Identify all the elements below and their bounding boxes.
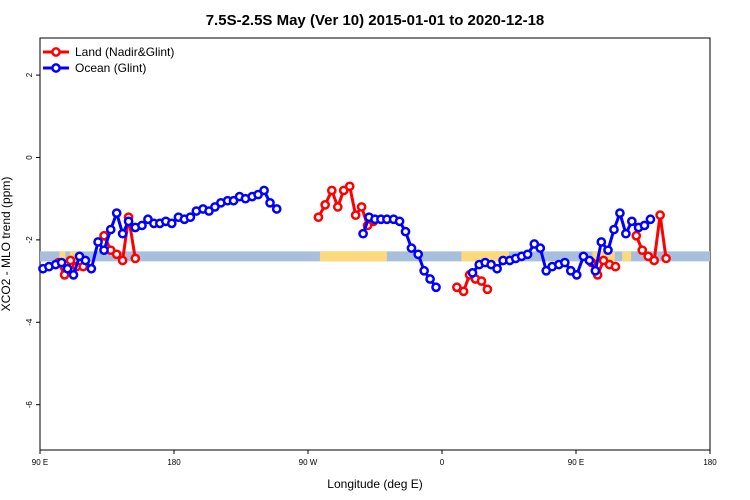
- series-1-point: [571, 270, 582, 280]
- series-1-point: [609, 224, 619, 235]
- series-1-point: [137, 220, 147, 231]
- series-1: [38, 185, 656, 293]
- x-tick-label: 180: [167, 458, 181, 467]
- surface-band-land-3: [461, 251, 509, 262]
- series-0-point: [313, 212, 324, 223]
- series-1-point: [621, 228, 631, 239]
- series-layer: [38, 181, 671, 297]
- series-1-point: [419, 265, 429, 276]
- series-0-point: [65, 255, 76, 266]
- series-1-point: [99, 245, 109, 256]
- x-tick-label: 180: [703, 458, 717, 467]
- series-1-point: [259, 185, 269, 196]
- x-tick-label: 90 E: [568, 458, 584, 467]
- series-0-point: [326, 185, 337, 196]
- series-0-point: [320, 200, 330, 210]
- series-1-point: [467, 267, 478, 278]
- x-axis-label: Longitude (deg E): [327, 477, 422, 491]
- series-1-point: [117, 228, 128, 239]
- legend-item-ocean: Ocean (Glint): [43, 61, 146, 75]
- x-tick-label: 90 E: [32, 458, 48, 467]
- series-1-point: [105, 224, 116, 235]
- series-0-point: [631, 230, 642, 241]
- legend-marker-ocean: [51, 63, 61, 73]
- series-1-point: [166, 218, 177, 229]
- series-0-point: [111, 249, 122, 260]
- surface-band-land-1: [69, 251, 79, 262]
- series-0-point: [458, 286, 469, 297]
- series-1-point: [596, 237, 607, 247]
- series-1-point: [394, 216, 405, 227]
- series-1-point: [111, 208, 122, 218]
- chart-title: 7.5S-2.5S May (Ver 10) 2015-01-01 to 202…: [206, 12, 545, 29]
- x-tick-label: 90 W: [299, 458, 318, 467]
- series-1-point: [413, 249, 424, 260]
- series-0-point: [332, 202, 343, 212]
- y-tick-label: -6: [25, 401, 34, 409]
- series-0-point: [452, 282, 462, 293]
- series-0-point: [130, 253, 141, 264]
- y-tick-label: 2: [25, 72, 34, 77]
- series-0-point: [344, 181, 355, 192]
- series-1-point: [584, 255, 595, 266]
- series-1-line-0: [42, 188, 278, 277]
- series-1-point: [56, 257, 67, 268]
- legend-item-land: Land (Nadir&Glint): [43, 45, 174, 59]
- legend-label-land: Land (Nadir&Glint): [75, 45, 174, 59]
- series-1-point: [645, 214, 656, 225]
- legend-marker-land: [51, 47, 61, 57]
- legend: Land (Nadir&Glint) Ocean (Glint): [43, 45, 174, 75]
- series-1-point: [535, 243, 546, 253]
- series-1-point: [358, 228, 368, 239]
- y-axis: 2 0 -2 -4 -6: [25, 72, 40, 408]
- surface-band-land-5: [622, 251, 632, 262]
- series-1-point: [492, 263, 502, 274]
- series-1-point: [123, 216, 134, 227]
- series-1-point: [68, 270, 79, 280]
- series-1-point: [93, 237, 103, 247]
- series-1-point: [80, 255, 91, 266]
- series-0-point: [117, 255, 128, 266]
- series-1-point: [590, 265, 601, 276]
- series-0-point: [637, 245, 648, 256]
- series-0-point: [649, 255, 660, 266]
- series-0-point: [350, 210, 361, 221]
- series-1-point: [62, 263, 73, 274]
- series-0-point: [476, 276, 487, 286]
- series-1-point: [615, 208, 625, 218]
- y-tick-label: -4: [25, 318, 34, 326]
- legend-label-ocean: Ocean (Glint): [75, 61, 146, 75]
- y-tick-label: -2: [25, 236, 34, 244]
- y-axis-label: XCO2 - MLO trend (ppm): [0, 177, 13, 312]
- series-1-point: [86, 263, 97, 274]
- x-axis: 90 E 180 90 W 0 90 E 180: [32, 450, 717, 467]
- series-1-point: [400, 226, 411, 237]
- series-1-point: [559, 257, 570, 268]
- y-tick-label: 0: [25, 155, 34, 160]
- surface-band-land-0: [59, 251, 66, 262]
- series-1-point: [431, 282, 441, 293]
- series-0-point: [482, 284, 493, 295]
- series-0-point: [356, 202, 367, 212]
- plot-frame: [39, 37, 711, 451]
- series-1-point: [265, 197, 275, 208]
- series-1-point: [185, 212, 196, 223]
- x-tick-label: 0: [440, 458, 445, 467]
- series-1-point: [639, 220, 650, 231]
- series-0-point: [610, 261, 621, 272]
- series-1-point: [271, 204, 282, 214]
- series-1-point: [603, 245, 613, 256]
- surface-band-land-2: [319, 251, 387, 262]
- series-1-point: [522, 249, 533, 260]
- series-1-point: [626, 216, 637, 227]
- series-0-point: [655, 210, 665, 221]
- series-1-point: [406, 243, 417, 253]
- series-1-point: [425, 274, 435, 284]
- series-0-point: [661, 253, 671, 264]
